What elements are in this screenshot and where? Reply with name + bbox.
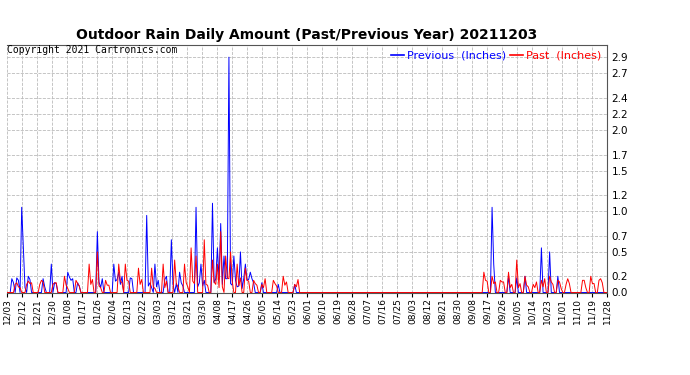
Past  (Inches) [603, 290, 611, 295]
Previous  (Inches) [126, 276, 135, 280]
Past  (Inches) [126, 290, 135, 295]
Past  (Inches) [105, 283, 113, 288]
Past  (Inches) [448, 290, 457, 295]
Past  (Inches) [217, 230, 225, 234]
Text: Copyright 2021 Cartronics.com: Copyright 2021 Cartronics.com [7, 45, 177, 55]
Line: Previous  (Inches): Previous (Inches) [7, 57, 607, 292]
Past  (Inches) [62, 283, 70, 288]
Previous  (Inches) [603, 290, 611, 295]
Past  (Inches) [415, 290, 424, 295]
Previous  (Inches) [225, 55, 233, 59]
Previous  (Inches) [415, 290, 424, 295]
Previous  (Inches) [328, 290, 337, 295]
Title: Outdoor Rain Daily Amount (Past/Previous Year) 20211203: Outdoor Rain Daily Amount (Past/Previous… [77, 28, 538, 42]
Previous  (Inches) [105, 290, 113, 295]
Legend: Previous  (Inches), Past  (Inches): Previous (Inches), Past (Inches) [386, 46, 606, 65]
Line: Past  (Inches): Past (Inches) [7, 232, 607, 292]
Previous  (Inches) [448, 290, 457, 295]
Past  (Inches) [328, 290, 337, 295]
Previous  (Inches) [62, 290, 70, 295]
Previous  (Inches) [3, 290, 11, 295]
Past  (Inches) [3, 290, 11, 295]
